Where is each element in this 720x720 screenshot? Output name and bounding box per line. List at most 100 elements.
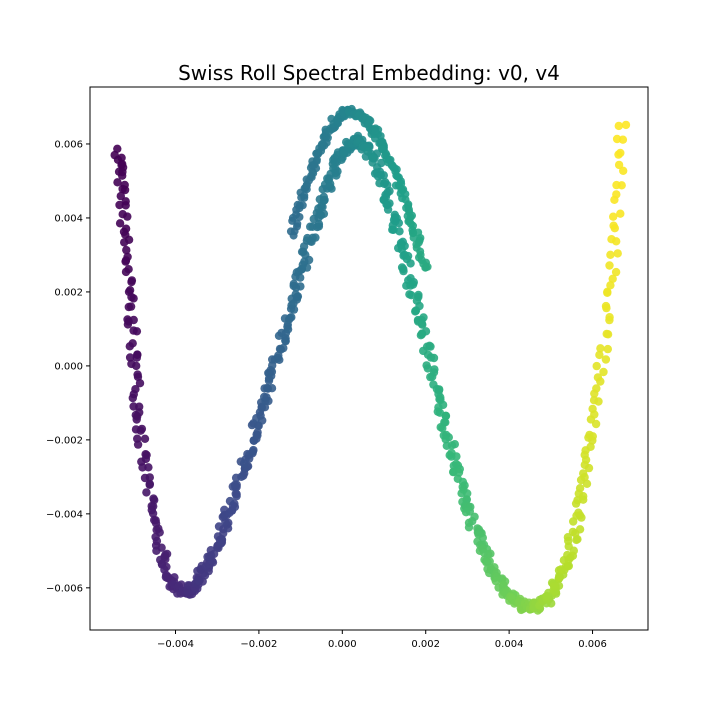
- curve-point: [248, 447, 258, 456]
- curve-point: [606, 281, 615, 290]
- curve-point: [291, 290, 300, 299]
- arc-point: [298, 201, 307, 210]
- curve-point: [132, 415, 141, 424]
- arc-point: [412, 243, 421, 252]
- curve-point: [616, 148, 625, 158]
- curve-point: [230, 480, 240, 489]
- curve-point: [124, 317, 133, 326]
- y-tick-label: 0.000: [54, 361, 83, 372]
- y-tick-label: −0.002: [46, 435, 83, 446]
- curve-point: [612, 180, 621, 190]
- curve-point: [603, 288, 612, 297]
- curve-point: [590, 410, 599, 419]
- curve-point: [608, 274, 617, 283]
- curve-point: [150, 495, 159, 505]
- curve-point: [602, 303, 611, 313]
- curve-point: [595, 350, 604, 360]
- curve-point: [116, 191, 126, 201]
- curve-point: [140, 434, 150, 443]
- curve-point: [194, 576, 203, 585]
- curve-point: [118, 184, 127, 194]
- curve-point: [470, 512, 479, 521]
- curve-point: [311, 233, 320, 242]
- curve-point: [612, 237, 621, 246]
- curve-point: [375, 179, 384, 188]
- curve-point: [308, 222, 317, 231]
- curve-point: [125, 353, 135, 362]
- curve-point: [129, 326, 138, 335]
- x-axis: −0.004 −0.002 0.000 0.002 0.004 0.006: [157, 630, 607, 650]
- curve-point: [606, 250, 615, 259]
- curve-point: [609, 212, 618, 221]
- curve-point: [113, 178, 122, 187]
- curve-point: [403, 251, 413, 261]
- curve-point: [614, 121, 623, 131]
- curve-point: [287, 313, 296, 322]
- curve-point: [426, 372, 435, 382]
- curve-point: [128, 393, 137, 403]
- curve-point: [296, 282, 305, 291]
- curve-point: [314, 219, 324, 229]
- x-tick-label: 0.000: [328, 639, 357, 650]
- arc-point: [300, 191, 309, 200]
- curve-point: [140, 473, 150, 483]
- arc-point: [290, 227, 299, 236]
- curve-point: [133, 370, 142, 379]
- curve-point: [429, 353, 439, 363]
- curve-point: [411, 306, 421, 315]
- curve-point: [556, 565, 566, 574]
- curve-point: [596, 344, 605, 353]
- curve-point: [613, 249, 622, 258]
- curve-point: [124, 265, 133, 274]
- curve-point: [482, 558, 491, 567]
- curve-point: [586, 442, 595, 451]
- curve-point: [225, 496, 235, 506]
- y-tick-label: −0.006: [46, 583, 83, 594]
- curve-point: [262, 393, 271, 402]
- curve-point: [417, 329, 427, 339]
- curve-point: [601, 355, 611, 364]
- curve-point: [610, 224, 619, 233]
- curve-point: [599, 367, 608, 377]
- curve-point: [119, 227, 129, 236]
- plot-frame: [89, 86, 649, 631]
- curve-point: [592, 361, 601, 371]
- curve-point: [267, 384, 277, 393]
- curve-point: [314, 204, 323, 213]
- x-tick-label: 0.006: [578, 639, 607, 650]
- curve-point: [231, 489, 240, 498]
- arc-point: [409, 233, 418, 242]
- curve-point: [122, 245, 131, 255]
- curve-point: [163, 573, 172, 583]
- curve-point: [253, 431, 262, 440]
- y-tick-label: 0.002: [54, 287, 83, 298]
- curve-point: [133, 440, 143, 449]
- curve-point: [418, 320, 427, 329]
- curve-point: [594, 397, 603, 406]
- arc-point: [423, 262, 432, 271]
- curve-point: [611, 267, 621, 277]
- curve-point: [237, 472, 246, 481]
- curve-point: [136, 426, 145, 435]
- curve-point: [138, 463, 147, 472]
- curve-point: [132, 353, 141, 362]
- curve-point: [596, 377, 605, 386]
- curve-point: [113, 144, 122, 153]
- curve-point: [580, 473, 589, 482]
- curve-point: [121, 257, 130, 266]
- curve-point: [281, 336, 290, 346]
- curve-point: [616, 209, 625, 218]
- curve-point: [426, 342, 435, 351]
- curve-point: [588, 432, 597, 441]
- y-tick-label: −0.004: [46, 509, 83, 520]
- curve-point: [405, 290, 414, 299]
- y-tick-label: 0.004: [54, 213, 83, 224]
- curve-point: [125, 342, 134, 351]
- curve-point: [463, 489, 472, 498]
- curve-point: [555, 573, 565, 582]
- curve-point: [579, 495, 588, 504]
- curve-point: [605, 313, 614, 322]
- curve-point: [319, 209, 329, 218]
- curve-point: [389, 225, 398, 234]
- curve-point: [423, 364, 432, 373]
